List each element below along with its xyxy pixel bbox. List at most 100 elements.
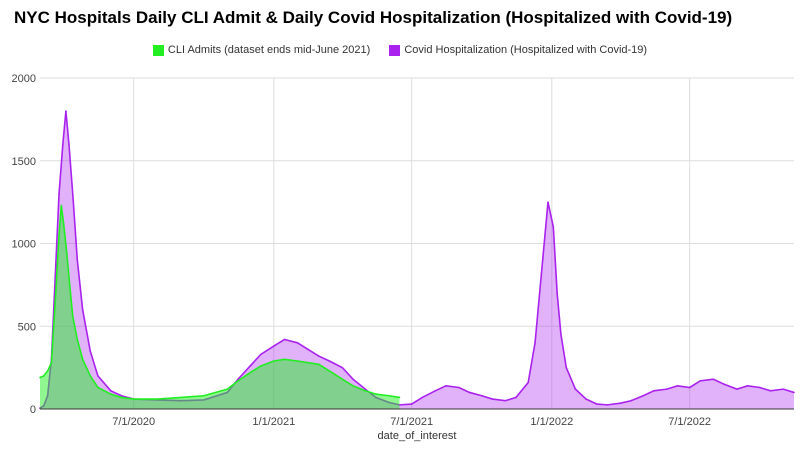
data-point-covid-hospitalization	[565, 366, 568, 369]
data-point-cli-admits	[81, 358, 84, 361]
data-point-covid-hospitalization	[782, 388, 785, 390]
data-point-cli-admits	[180, 396, 182, 399]
data-point-covid-hospitalization	[712, 378, 715, 381]
x-tick-label: 7/1/2021	[390, 416, 433, 428]
data-point-covid-hospitalization	[606, 404, 609, 406]
data-point-cli-admits	[296, 360, 299, 362]
data-point-covid-hospitalization	[736, 388, 738, 390]
x-tick-label: 1/1/2021	[252, 416, 295, 428]
data-point-covid-hospitalization	[89, 350, 92, 352]
data-point-covid-hospitalization	[71, 193, 74, 195]
data-point-covid-hospitalization	[560, 333, 562, 336]
data-point-covid-hospitalization	[504, 399, 507, 402]
data-point-cli-admits	[62, 222, 65, 225]
data-point-covid-hospitalization	[552, 226, 555, 228]
data-point-cli-admits	[89, 375, 92, 377]
data-point-cli-admits	[39, 376, 41, 379]
data-point-covid-hospitalization	[758, 386, 761, 389]
data-point-cli-admits	[328, 370, 331, 372]
data-point-cli-admits	[65, 250, 68, 253]
axes: 0 500 1000 1500 2000 7/1/2020 1/1/2021 7/1/2021…	[12, 73, 794, 428]
data-point-covid-hospitalization	[699, 380, 702, 382]
data-point-cli-admits	[352, 385, 354, 387]
data-point-covid-hospitalization	[527, 381, 529, 384]
data-point-covid-hospitalization	[480, 394, 483, 397]
legend: CLI Admits (dataset ends mid-June 2021) …	[0, 44, 800, 59]
data-point-covid-hospitalization	[547, 201, 549, 203]
x-tick-label: 7/1/2022	[668, 416, 711, 428]
data-point-covid-hospitalization	[688, 386, 691, 389]
data-point-cli-admits	[317, 363, 320, 366]
data-point-cli-admits	[249, 371, 252, 374]
data-point-cli-admits	[50, 361, 53, 364]
data-point-covid-hospitalization	[237, 378, 239, 381]
data-point-covid-hospitalization	[642, 394, 644, 397]
data-point-covid-hospitalization	[630, 399, 632, 402]
data-point-covid-hospitalization	[352, 378, 354, 381]
data-point-covid-hospitalization	[468, 391, 471, 394]
data-point-covid-hospitalization	[273, 345, 275, 347]
data-point-cli-admits	[375, 393, 377, 395]
data-point-cli-admits	[120, 396, 123, 399]
data-point-covid-hospitalization	[515, 396, 517, 399]
data-point-covid-hospitalization	[58, 193, 60, 195]
data-point-covid-hospitalization	[445, 385, 447, 387]
data-point-covid-hospitalization	[410, 403, 413, 405]
legend-label-covid-hospitalization: Covid Hospitalization (Hospitalized with…	[404, 44, 648, 56]
data-point-cli-admits	[76, 338, 79, 341]
data-point-cli-admits	[71, 315, 74, 318]
data-point-covid-hospitalization	[666, 388, 668, 390]
y-tick-label: 2000	[12, 73, 36, 85]
data-point-covid-hospitalization	[421, 396, 424, 399]
data-point-covid-hospitalization	[249, 365, 252, 367]
data-point-covid-hospitalization	[120, 394, 123, 397]
data-point-cli-admits	[60, 204, 63, 207]
data-point-covid-hospitalization	[595, 403, 598, 405]
data-point-cli-admits	[226, 388, 229, 390]
data-point-cli-admits	[341, 378, 344, 381]
data-point-covid-hospitalization	[307, 348, 309, 351]
data-point-covid-hospitalization	[97, 375, 99, 377]
series-area-covid-hospitalization	[40, 111, 794, 409]
y-tick-label: 0	[30, 404, 36, 416]
data-point-covid-hospitalization	[585, 398, 587, 400]
data-point-covid-hospitalization	[676, 385, 679, 387]
data-point-cli-admits	[54, 300, 57, 303]
legend-item-covid-hospitalization[interactable]: Covid Hospitalization (Hospitalized with…	[389, 44, 647, 56]
data-point-cli-admits	[97, 386, 99, 389]
x-axis-label: date_of_interest	[377, 430, 457, 442]
x-tick-label: 7/1/2020	[112, 416, 155, 428]
chart-title: NYC Hospitals Daily CLI Admit & Daily Co…	[14, 8, 733, 27]
data-point-covid-hospitalization	[54, 275, 57, 278]
data-point-covid-hospitalization	[723, 383, 725, 385]
data-point-cli-admits	[260, 365, 262, 367]
data-point-cli-admits	[237, 380, 239, 382]
data-point-covid-hospitalization	[491, 398, 494, 400]
data-point-cli-admits	[68, 284, 71, 286]
data-point-cli-admits	[110, 393, 112, 395]
data-point-cli-admits	[132, 398, 135, 400]
data-point-covid-hospitalization	[260, 353, 262, 356]
data-point-cli-admits	[273, 360, 275, 362]
data-point-covid-hospitalization	[653, 389, 655, 392]
x-tick-label: 1/1/2022	[530, 416, 573, 428]
grid	[40, 77, 794, 410]
series-line-covid-hospitalization	[39, 111, 795, 409]
legend-swatch-cli-admits	[152, 44, 164, 56]
series-area-cli-admits	[40, 205, 400, 409]
y-tick-label: 1500	[12, 156, 36, 168]
data-point-covid-hospitalization	[746, 385, 749, 387]
data-point-covid-hospitalization	[574, 388, 577, 390]
legend-item-cli-admits[interactable]: CLI Admits (dataset ends mid-June 2021)	[152, 44, 370, 56]
data-point-covid-hospitalization	[458, 386, 460, 389]
data-point-cli-admits	[388, 394, 390, 397]
data-point-covid-hospitalization	[534, 342, 536, 344]
data-point-cli-admits	[364, 389, 367, 392]
data-point-covid-hospitalization	[62, 143, 64, 145]
legend-swatch-covid-hospitalization	[389, 44, 401, 56]
data-point-covid-hospitalization	[296, 342, 299, 344]
data-point-covid-hospitalization	[434, 389, 437, 392]
data-point-cli-admits	[46, 370, 49, 372]
data-point-covid-hospitalization	[65, 110, 67, 112]
